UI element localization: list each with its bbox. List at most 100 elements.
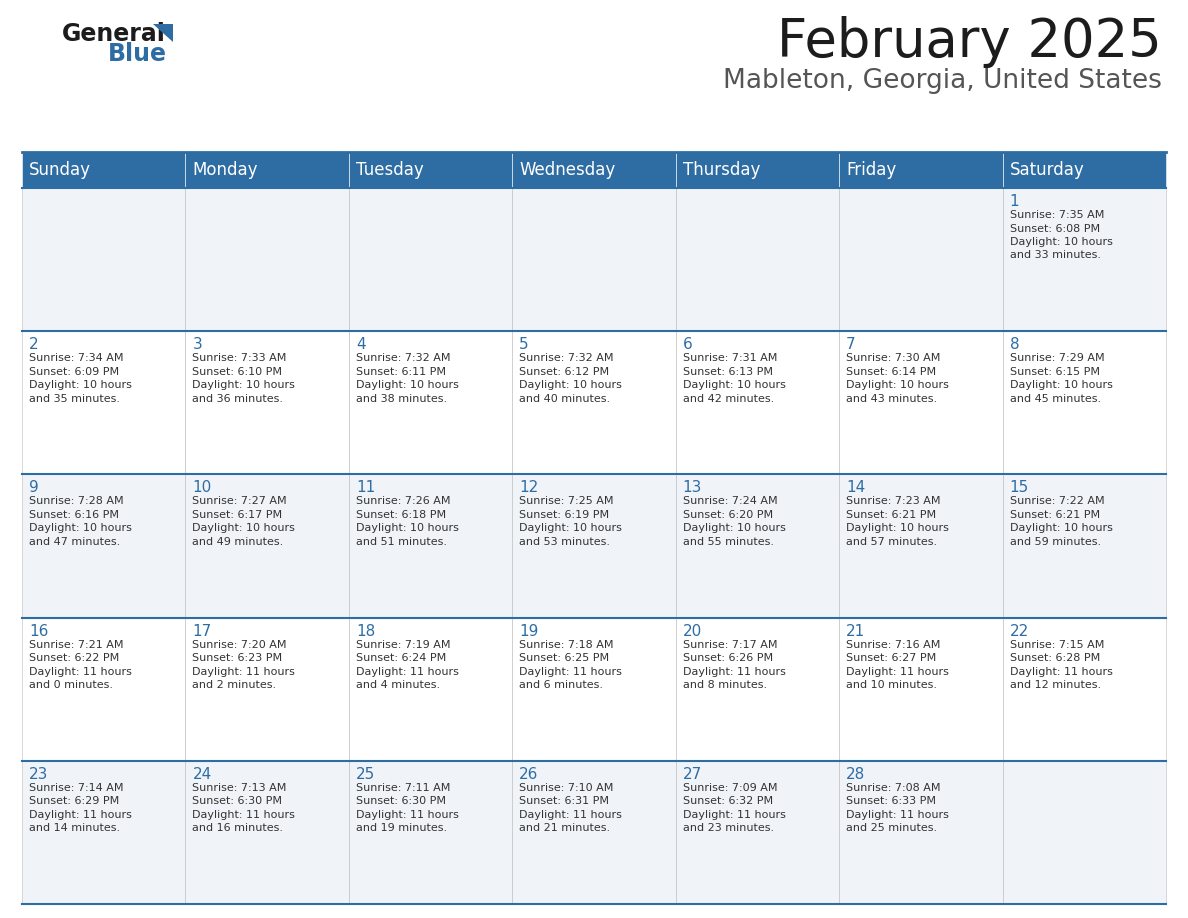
Text: Sunset: 6:09 PM: Sunset: 6:09 PM xyxy=(29,366,119,376)
Text: Sunrise: 7:11 AM: Sunrise: 7:11 AM xyxy=(356,783,450,793)
Text: Sunset: 6:23 PM: Sunset: 6:23 PM xyxy=(192,653,283,663)
Bar xyxy=(676,761,839,904)
Text: Thursday: Thursday xyxy=(683,161,760,179)
Bar xyxy=(349,152,512,188)
Text: Sunrise: 7:16 AM: Sunrise: 7:16 AM xyxy=(846,640,941,650)
Text: Sunrise: 7:34 AM: Sunrise: 7:34 AM xyxy=(29,353,124,364)
Bar xyxy=(839,618,1003,761)
Text: Daylight: 10 hours: Daylight: 10 hours xyxy=(29,523,132,533)
Text: Sunset: 6:20 PM: Sunset: 6:20 PM xyxy=(683,509,773,520)
Text: Sunrise: 7:33 AM: Sunrise: 7:33 AM xyxy=(192,353,286,364)
Text: Sunset: 6:15 PM: Sunset: 6:15 PM xyxy=(1010,366,1100,376)
Bar xyxy=(349,475,512,618)
Text: 26: 26 xyxy=(519,767,538,782)
Text: Sunset: 6:17 PM: Sunset: 6:17 PM xyxy=(192,509,283,520)
Text: Sunset: 6:08 PM: Sunset: 6:08 PM xyxy=(1010,223,1100,233)
Bar xyxy=(839,188,1003,331)
Text: Daylight: 10 hours: Daylight: 10 hours xyxy=(29,380,132,390)
Bar xyxy=(676,188,839,331)
Text: Blue: Blue xyxy=(108,42,168,66)
Text: Daylight: 11 hours: Daylight: 11 hours xyxy=(519,666,623,677)
Bar xyxy=(676,152,839,188)
Text: Sunrise: 7:17 AM: Sunrise: 7:17 AM xyxy=(683,640,777,650)
Text: and 45 minutes.: and 45 minutes. xyxy=(1010,394,1101,404)
Text: Daylight: 10 hours: Daylight: 10 hours xyxy=(192,380,296,390)
Text: Daylight: 10 hours: Daylight: 10 hours xyxy=(1010,380,1112,390)
Text: Daylight: 10 hours: Daylight: 10 hours xyxy=(356,523,459,533)
Text: Monday: Monday xyxy=(192,161,258,179)
Bar xyxy=(512,188,676,331)
Text: General: General xyxy=(62,22,166,46)
Text: 2: 2 xyxy=(29,337,39,353)
Text: Sunrise: 7:29 AM: Sunrise: 7:29 AM xyxy=(1010,353,1104,364)
Text: Daylight: 11 hours: Daylight: 11 hours xyxy=(29,666,132,677)
Text: and 25 minutes.: and 25 minutes. xyxy=(846,823,937,834)
Text: Sunrise: 7:18 AM: Sunrise: 7:18 AM xyxy=(519,640,614,650)
Bar xyxy=(349,331,512,475)
Bar xyxy=(839,331,1003,475)
Bar xyxy=(1003,188,1165,331)
Text: Daylight: 11 hours: Daylight: 11 hours xyxy=(192,666,296,677)
Text: 6: 6 xyxy=(683,337,693,353)
Text: and 16 minutes.: and 16 minutes. xyxy=(192,823,284,834)
Text: and 6 minutes.: and 6 minutes. xyxy=(519,680,604,690)
Bar xyxy=(512,761,676,904)
Text: Sunset: 6:18 PM: Sunset: 6:18 PM xyxy=(356,509,446,520)
Text: Sunset: 6:13 PM: Sunset: 6:13 PM xyxy=(683,366,772,376)
Text: 22: 22 xyxy=(1010,623,1029,639)
Text: and 23 minutes.: and 23 minutes. xyxy=(683,823,773,834)
Text: 3: 3 xyxy=(192,337,202,353)
Text: Sunrise: 7:32 AM: Sunrise: 7:32 AM xyxy=(519,353,614,364)
Text: Daylight: 11 hours: Daylight: 11 hours xyxy=(356,810,459,820)
Text: 17: 17 xyxy=(192,623,211,639)
Text: and 10 minutes.: and 10 minutes. xyxy=(846,680,937,690)
Text: Sunset: 6:30 PM: Sunset: 6:30 PM xyxy=(356,796,446,806)
Text: Daylight: 10 hours: Daylight: 10 hours xyxy=(1010,523,1112,533)
Text: and 47 minutes.: and 47 minutes. xyxy=(29,537,120,547)
Bar xyxy=(512,331,676,475)
Text: 7: 7 xyxy=(846,337,855,353)
Text: Sunset: 6:31 PM: Sunset: 6:31 PM xyxy=(519,796,609,806)
Text: and 40 minutes.: and 40 minutes. xyxy=(519,394,611,404)
Text: Daylight: 10 hours: Daylight: 10 hours xyxy=(1010,237,1112,247)
Text: Sunrise: 7:24 AM: Sunrise: 7:24 AM xyxy=(683,497,777,507)
Text: Sunset: 6:12 PM: Sunset: 6:12 PM xyxy=(519,366,609,376)
Text: 24: 24 xyxy=(192,767,211,782)
Text: Sunset: 6:26 PM: Sunset: 6:26 PM xyxy=(683,653,773,663)
Text: Sunrise: 7:09 AM: Sunrise: 7:09 AM xyxy=(683,783,777,793)
Text: Daylight: 11 hours: Daylight: 11 hours xyxy=(29,810,132,820)
Text: and 14 minutes.: and 14 minutes. xyxy=(29,823,120,834)
Text: 11: 11 xyxy=(356,480,375,496)
Text: and 43 minutes.: and 43 minutes. xyxy=(846,394,937,404)
Text: 27: 27 xyxy=(683,767,702,782)
Text: Daylight: 10 hours: Daylight: 10 hours xyxy=(683,523,785,533)
Text: Sunrise: 7:19 AM: Sunrise: 7:19 AM xyxy=(356,640,450,650)
Bar xyxy=(839,761,1003,904)
Text: and 36 minutes.: and 36 minutes. xyxy=(192,394,284,404)
Text: 4: 4 xyxy=(356,337,366,353)
Text: Saturday: Saturday xyxy=(1010,161,1085,179)
Text: and 49 minutes.: and 49 minutes. xyxy=(192,537,284,547)
Text: 9: 9 xyxy=(29,480,39,496)
Text: Sunrise: 7:30 AM: Sunrise: 7:30 AM xyxy=(846,353,941,364)
Text: Sunset: 6:16 PM: Sunset: 6:16 PM xyxy=(29,509,119,520)
Text: and 35 minutes.: and 35 minutes. xyxy=(29,394,120,404)
Text: Sunrise: 7:22 AM: Sunrise: 7:22 AM xyxy=(1010,497,1104,507)
Text: Daylight: 10 hours: Daylight: 10 hours xyxy=(356,380,459,390)
Bar xyxy=(1003,618,1165,761)
Text: 8: 8 xyxy=(1010,337,1019,353)
Text: and 57 minutes.: and 57 minutes. xyxy=(846,537,937,547)
Text: Sunrise: 7:32 AM: Sunrise: 7:32 AM xyxy=(356,353,450,364)
Text: Sunset: 6:30 PM: Sunset: 6:30 PM xyxy=(192,796,283,806)
Text: Sunset: 6:14 PM: Sunset: 6:14 PM xyxy=(846,366,936,376)
Text: Sunday: Sunday xyxy=(29,161,91,179)
Text: 18: 18 xyxy=(356,623,375,639)
Bar xyxy=(349,618,512,761)
Text: and 21 minutes.: and 21 minutes. xyxy=(519,823,611,834)
Bar xyxy=(349,188,512,331)
Text: and 55 minutes.: and 55 minutes. xyxy=(683,537,773,547)
Bar xyxy=(839,152,1003,188)
Text: 25: 25 xyxy=(356,767,375,782)
Text: and 42 minutes.: and 42 minutes. xyxy=(683,394,773,404)
Text: and 38 minutes.: and 38 minutes. xyxy=(356,394,447,404)
